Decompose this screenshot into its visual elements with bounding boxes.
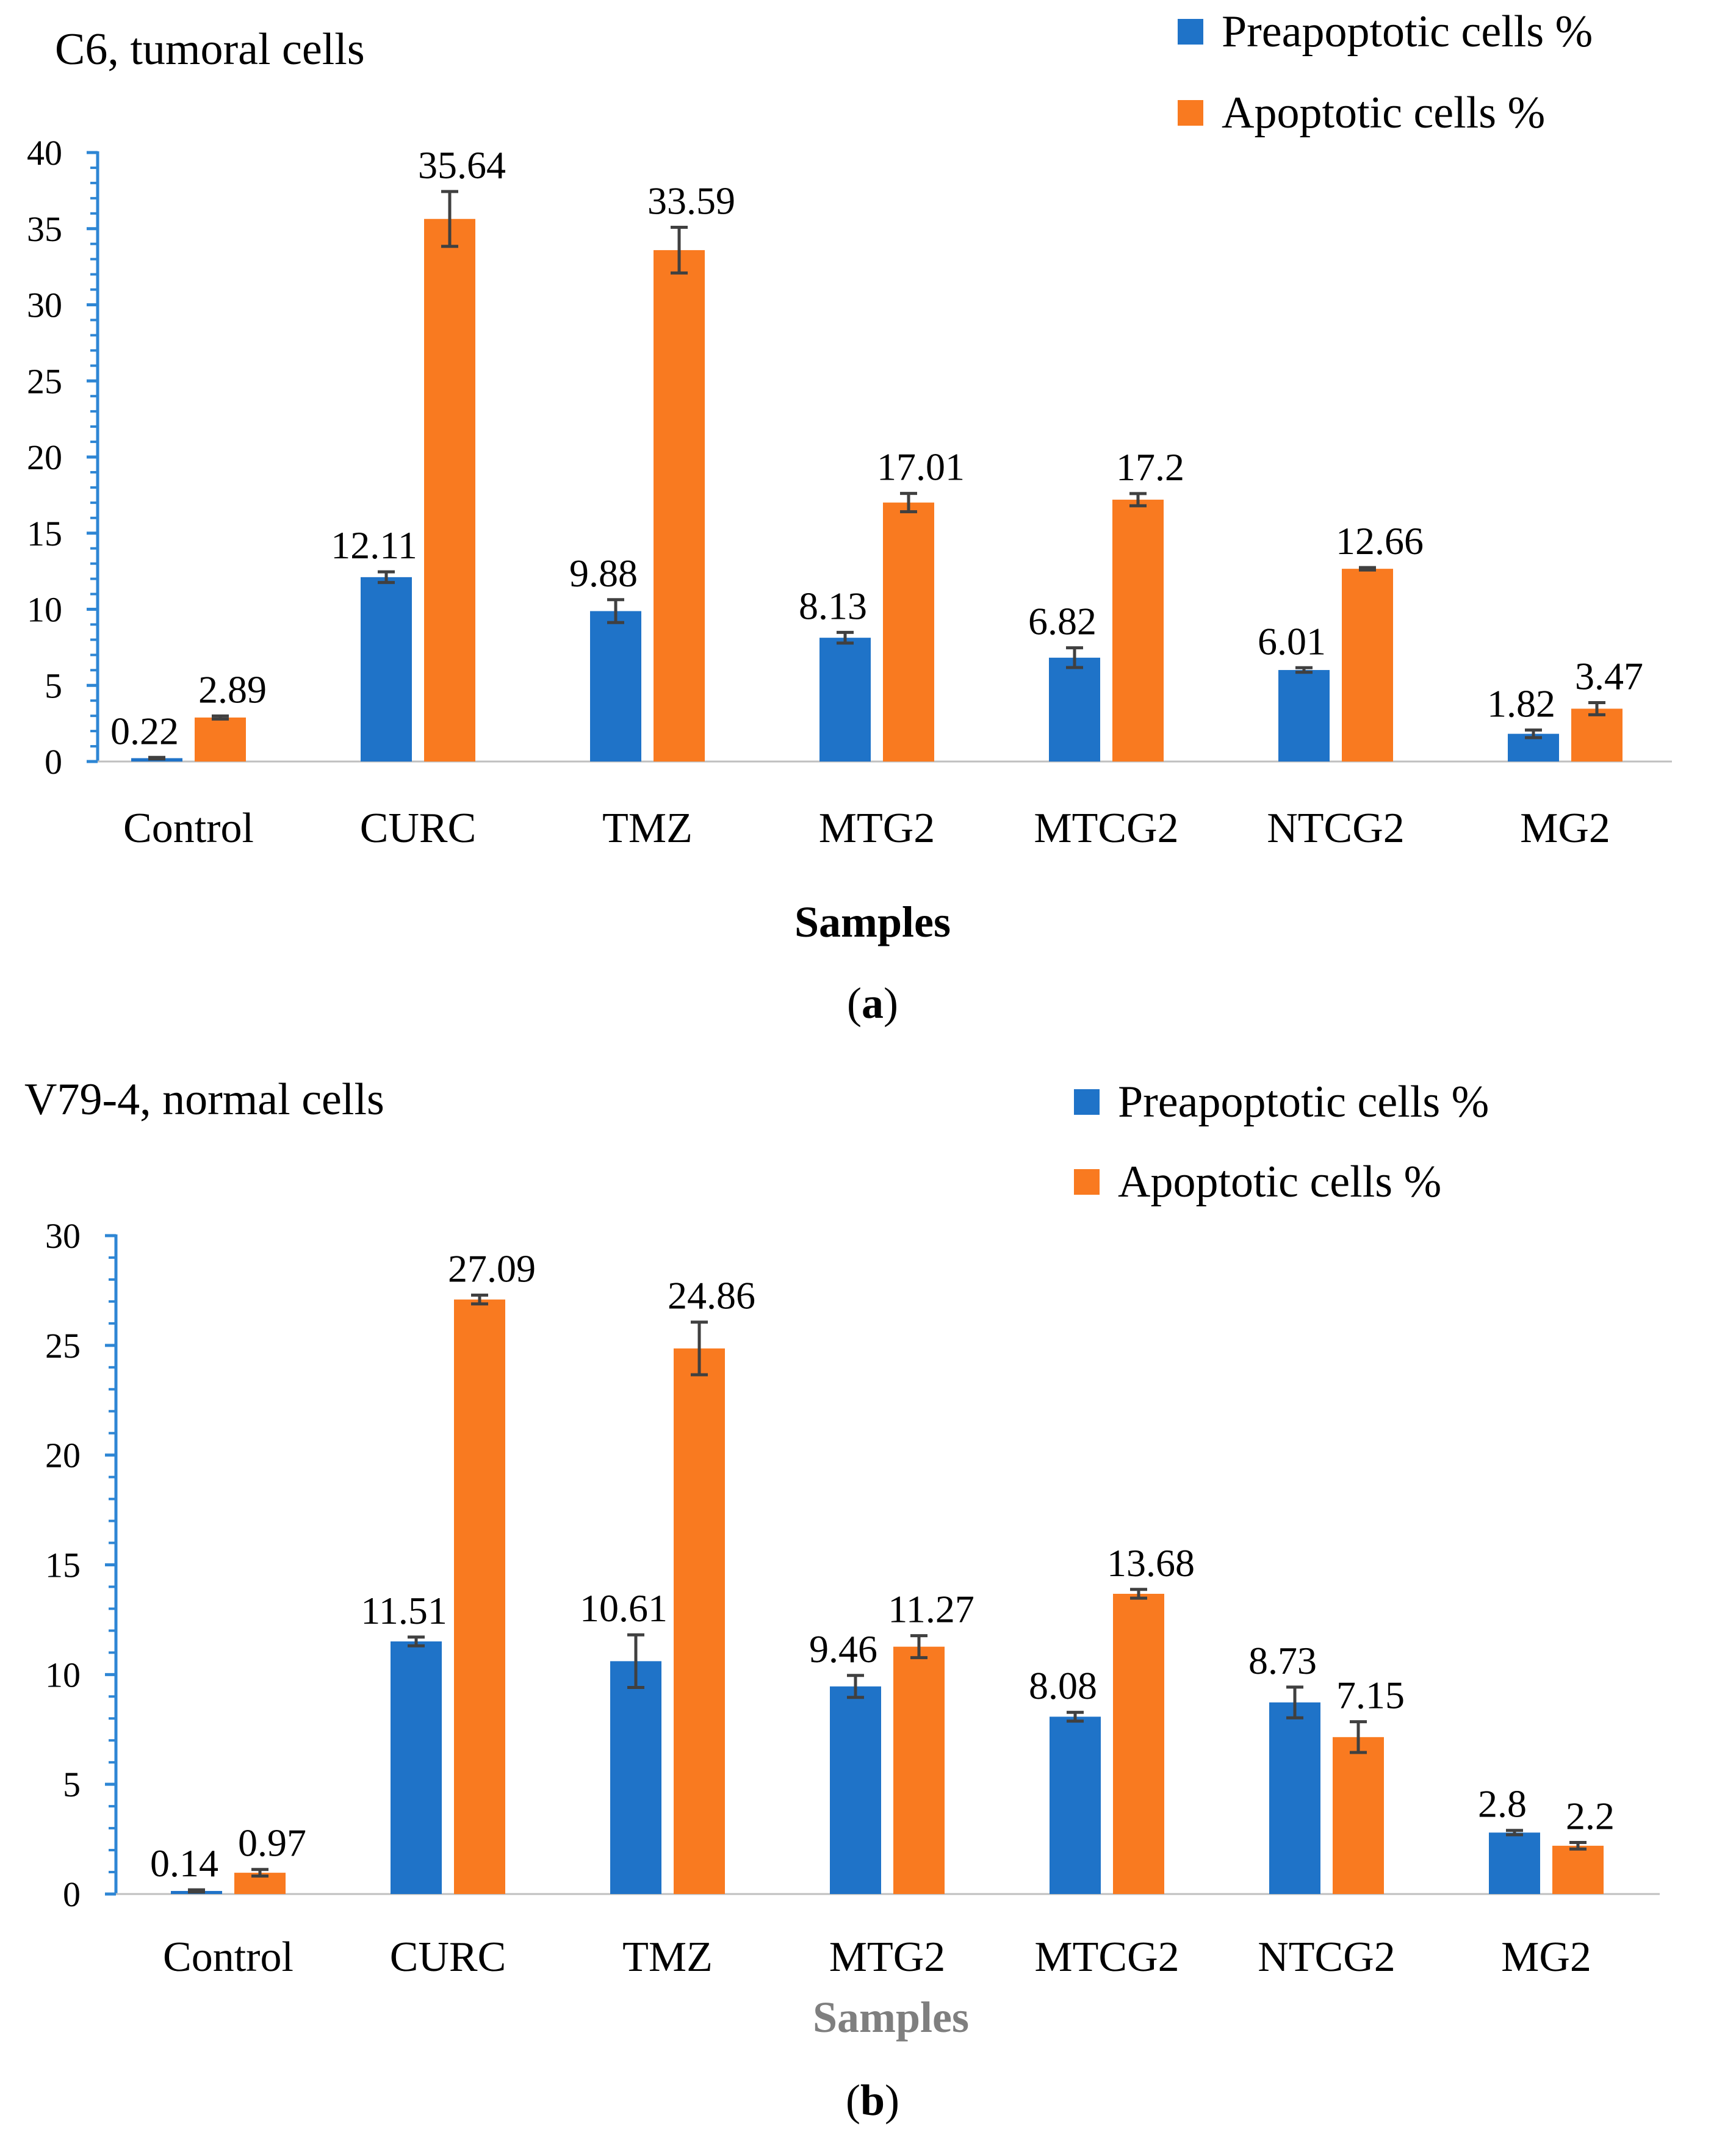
y-tick-label: 25 bbox=[27, 361, 62, 401]
bar-apoptotic-mtcg2 bbox=[1112, 499, 1164, 762]
x-tick-label: MTCG2 bbox=[1034, 805, 1178, 852]
bar-apoptotic-mtg2 bbox=[893, 1646, 945, 1894]
data-label-apoptotic: 7.15 bbox=[1336, 1674, 1405, 1717]
bar-preapoptotic-mg2 bbox=[1489, 1832, 1540, 1894]
bar-apoptotic-curc bbox=[424, 218, 475, 762]
data-label-preapoptotic: 1.82 bbox=[1487, 682, 1555, 725]
y-tick-label: 0 bbox=[63, 1875, 81, 1914]
x-tick-label: MTG2 bbox=[829, 1934, 946, 1981]
data-label-preapoptotic: 8.13 bbox=[799, 584, 867, 627]
data-label-preapoptotic: 11.51 bbox=[361, 1589, 447, 1632]
bar-preapoptotic-mtg2 bbox=[819, 638, 871, 762]
x-tick-label: TMZ bbox=[622, 1934, 713, 1981]
legend-label-preapoptotic: Preapoptotic cells % bbox=[1118, 1077, 1489, 1127]
data-label-apoptotic: 27.09 bbox=[448, 1247, 536, 1290]
data-label-preapoptotic: 10.61 bbox=[580, 1586, 668, 1630]
chart-b: V79-4, normal cells Preapoptotic cells % A… bbox=[24, 1075, 1660, 2125]
bar-preapoptotic-curc bbox=[391, 1641, 442, 1894]
bar-apoptotic-curc bbox=[454, 1299, 505, 1894]
bar-preapoptotic-tmz bbox=[590, 611, 641, 762]
data-label-preapoptotic: 0.22 bbox=[110, 709, 179, 752]
y-tick-label: 15 bbox=[27, 514, 62, 553]
x-axis-label: Samples bbox=[813, 1993, 969, 2042]
x-tick-label: NTCG2 bbox=[1258, 1934, 1396, 1981]
bar-preapoptotic-ntcg2 bbox=[1269, 1702, 1320, 1894]
bar-preapoptotic-mtg2 bbox=[830, 1686, 881, 1894]
x-tick-label: CURC bbox=[360, 805, 477, 852]
y-tick-label: 30 bbox=[27, 286, 62, 325]
panel-caption: (b) bbox=[846, 2076, 899, 2125]
data-label-apoptotic: 11.27 bbox=[888, 1588, 974, 1631]
data-label-apoptotic: 17.2 bbox=[1116, 445, 1184, 489]
y-tick-label: 20 bbox=[45, 1436, 81, 1475]
bar-apoptotic-tmz bbox=[674, 1348, 725, 1894]
chart-title: V79-4, normal cells bbox=[24, 1075, 384, 1125]
legend-swatch-preapoptotic bbox=[1178, 19, 1203, 45]
bar-preapoptotic-ntcg2 bbox=[1278, 670, 1330, 762]
data-label-apoptotic: 0.97 bbox=[238, 1821, 306, 1865]
bar-apoptotic-mg2 bbox=[1571, 708, 1623, 762]
chart-a: C6, tumoral cells Preapoptotic cells % Apo… bbox=[27, 7, 1672, 1028]
x-tick-label: MTG2 bbox=[819, 805, 935, 852]
data-label-preapoptotic: 6.01 bbox=[1258, 619, 1326, 663]
data-label-apoptotic: 13.68 bbox=[1107, 1541, 1195, 1585]
data-label-preapoptotic: 9.46 bbox=[809, 1627, 877, 1671]
bar-apoptotic-ntcg2 bbox=[1333, 1737, 1384, 1894]
y-tick-label: 20 bbox=[27, 438, 62, 477]
bar-apoptotic-mtg2 bbox=[883, 502, 934, 762]
data-label-apoptotic: 33.59 bbox=[647, 179, 735, 223]
y-tick-label: 5 bbox=[63, 1765, 81, 1804]
data-label-apoptotic: 24.86 bbox=[668, 1274, 755, 1317]
bar-apoptotic-tmz bbox=[654, 250, 705, 762]
data-label-preapoptotic: 2.8 bbox=[1478, 1782, 1527, 1826]
y-tick-label: 10 bbox=[27, 590, 62, 630]
data-label-apoptotic: 12.66 bbox=[1336, 519, 1424, 563]
bar-preapoptotic-mtcg2 bbox=[1049, 657, 1100, 762]
legend-label-apoptotic: Apoptotic cells % bbox=[1118, 1157, 1441, 1207]
y-tick-label: 25 bbox=[45, 1326, 81, 1366]
x-tick-label: Control bbox=[123, 805, 254, 852]
data-label-preapoptotic: 12.11 bbox=[331, 524, 417, 567]
bar-apoptotic-mtcg2 bbox=[1113, 1593, 1164, 1894]
legend-swatch-apoptotic bbox=[1178, 100, 1203, 126]
bar-apoptotic-ntcg2 bbox=[1342, 569, 1393, 762]
data-label-preapoptotic: 8.08 bbox=[1029, 1664, 1097, 1707]
x-tick-label: TMZ bbox=[602, 805, 693, 852]
y-tick-label: 5 bbox=[45, 666, 62, 705]
x-tick-label: CURC bbox=[390, 1934, 506, 1981]
y-tick-label: 35 bbox=[27, 209, 62, 249]
data-label-preapoptotic: 0.14 bbox=[150, 1842, 218, 1885]
x-tick-label: MG2 bbox=[1520, 805, 1610, 852]
y-tick-label: 40 bbox=[27, 133, 62, 173]
x-tick-label: Control bbox=[163, 1934, 294, 1981]
bar-apoptotic-control bbox=[195, 717, 246, 762]
data-label-preapoptotic: 8.73 bbox=[1248, 1639, 1317, 1682]
panel-caption: (a) bbox=[847, 979, 898, 1028]
data-label-apoptotic: 2.89 bbox=[198, 668, 267, 711]
chart-title: C6, tumoral cells bbox=[55, 24, 365, 74]
data-label-preapoptotic: 6.82 bbox=[1028, 600, 1097, 643]
data-label-apoptotic: 17.01 bbox=[877, 445, 965, 489]
x-tick-label: MTCG2 bbox=[1034, 1934, 1179, 1981]
data-label-apoptotic: 2.2 bbox=[1566, 1794, 1615, 1837]
x-tick-label: NTCG2 bbox=[1267, 805, 1405, 852]
y-tick-label: 30 bbox=[45, 1216, 81, 1256]
data-label-preapoptotic: 9.88 bbox=[569, 552, 638, 595]
legend-label-apoptotic: Apoptotic cells % bbox=[1222, 88, 1545, 138]
legend-swatch-preapoptotic bbox=[1074, 1089, 1100, 1115]
legend-label-preapoptotic: Preapoptotic cells % bbox=[1222, 7, 1593, 57]
bar-preapoptotic-mtcg2 bbox=[1050, 1716, 1101, 1894]
data-label-apoptotic: 35.64 bbox=[418, 143, 506, 187]
bar-apoptotic-mg2 bbox=[1552, 1845, 1604, 1894]
legend-swatch-apoptotic bbox=[1074, 1169, 1100, 1195]
bar-preapoptotic-tmz bbox=[610, 1661, 661, 1894]
y-tick-label: 0 bbox=[45, 742, 62, 782]
data-label-apoptotic: 3.47 bbox=[1575, 654, 1643, 697]
bar-preapoptotic-curc bbox=[361, 577, 412, 762]
y-tick-label: 10 bbox=[45, 1655, 81, 1694]
y-tick-label: 15 bbox=[45, 1546, 81, 1585]
x-axis-label: Samples bbox=[794, 898, 951, 946]
x-tick-label: MG2 bbox=[1501, 1934, 1591, 1981]
